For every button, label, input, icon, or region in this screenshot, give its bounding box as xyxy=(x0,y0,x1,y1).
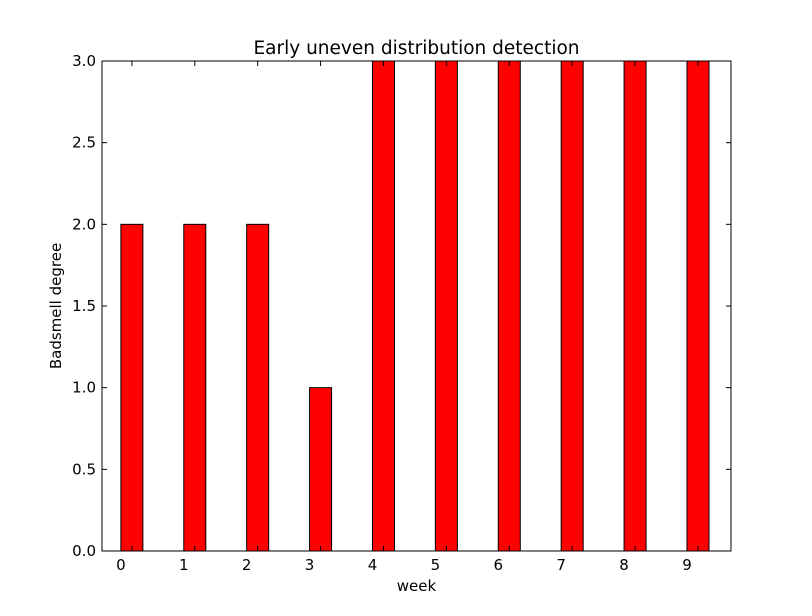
y-tick-label-2.5: 2.5 xyxy=(72,134,96,152)
bar-week-7 xyxy=(560,60,584,552)
bar-week-8 xyxy=(623,60,647,552)
y-tick-label-3.0: 3.0 xyxy=(72,52,96,70)
bar-week-1 xyxy=(183,223,207,552)
chart-title: Early uneven distribution detection xyxy=(253,38,579,59)
x-tick-label-9: 9 xyxy=(682,556,692,574)
x-tick-label-1: 1 xyxy=(179,556,189,574)
bar-week-9 xyxy=(686,60,710,552)
y-tick-label-0.0: 0.0 xyxy=(72,542,96,560)
x-tick-label-3: 3 xyxy=(305,556,315,574)
bar-week-0 xyxy=(120,223,144,552)
x-tick-label-5: 5 xyxy=(431,556,441,574)
x-tick-label-6: 6 xyxy=(493,556,503,574)
plot-frame xyxy=(101,60,732,552)
bar-week-3 xyxy=(309,387,333,552)
y-tick-label-0.5: 0.5 xyxy=(72,460,96,478)
x-tick-label-4: 4 xyxy=(368,556,378,574)
y-tick-label-2.0: 2.0 xyxy=(72,215,96,233)
y-tick-label-1.0: 1.0 xyxy=(72,379,96,397)
bar-week-4 xyxy=(371,60,395,552)
bars-group xyxy=(120,60,710,552)
x-tick-label-7: 7 xyxy=(556,556,566,574)
x-axis-label: week xyxy=(397,577,437,595)
bar-week-2 xyxy=(246,223,270,552)
x-tick-label-0: 0 xyxy=(116,556,126,574)
bar-week-5 xyxy=(434,60,458,552)
x-tick-label-2: 2 xyxy=(242,556,252,574)
y-tick-label-1.5: 1.5 xyxy=(72,297,96,315)
y-axis-label: Badsmell degree xyxy=(47,243,65,369)
ticks-group: 0 1 2 3 4 5 6 7 8 9 0.0 0.5 1.0 1.5 2.0 2.5 3.0 xyxy=(72,52,731,574)
bar-week-6 xyxy=(497,60,521,552)
x-tick-label-8: 8 xyxy=(619,556,629,574)
